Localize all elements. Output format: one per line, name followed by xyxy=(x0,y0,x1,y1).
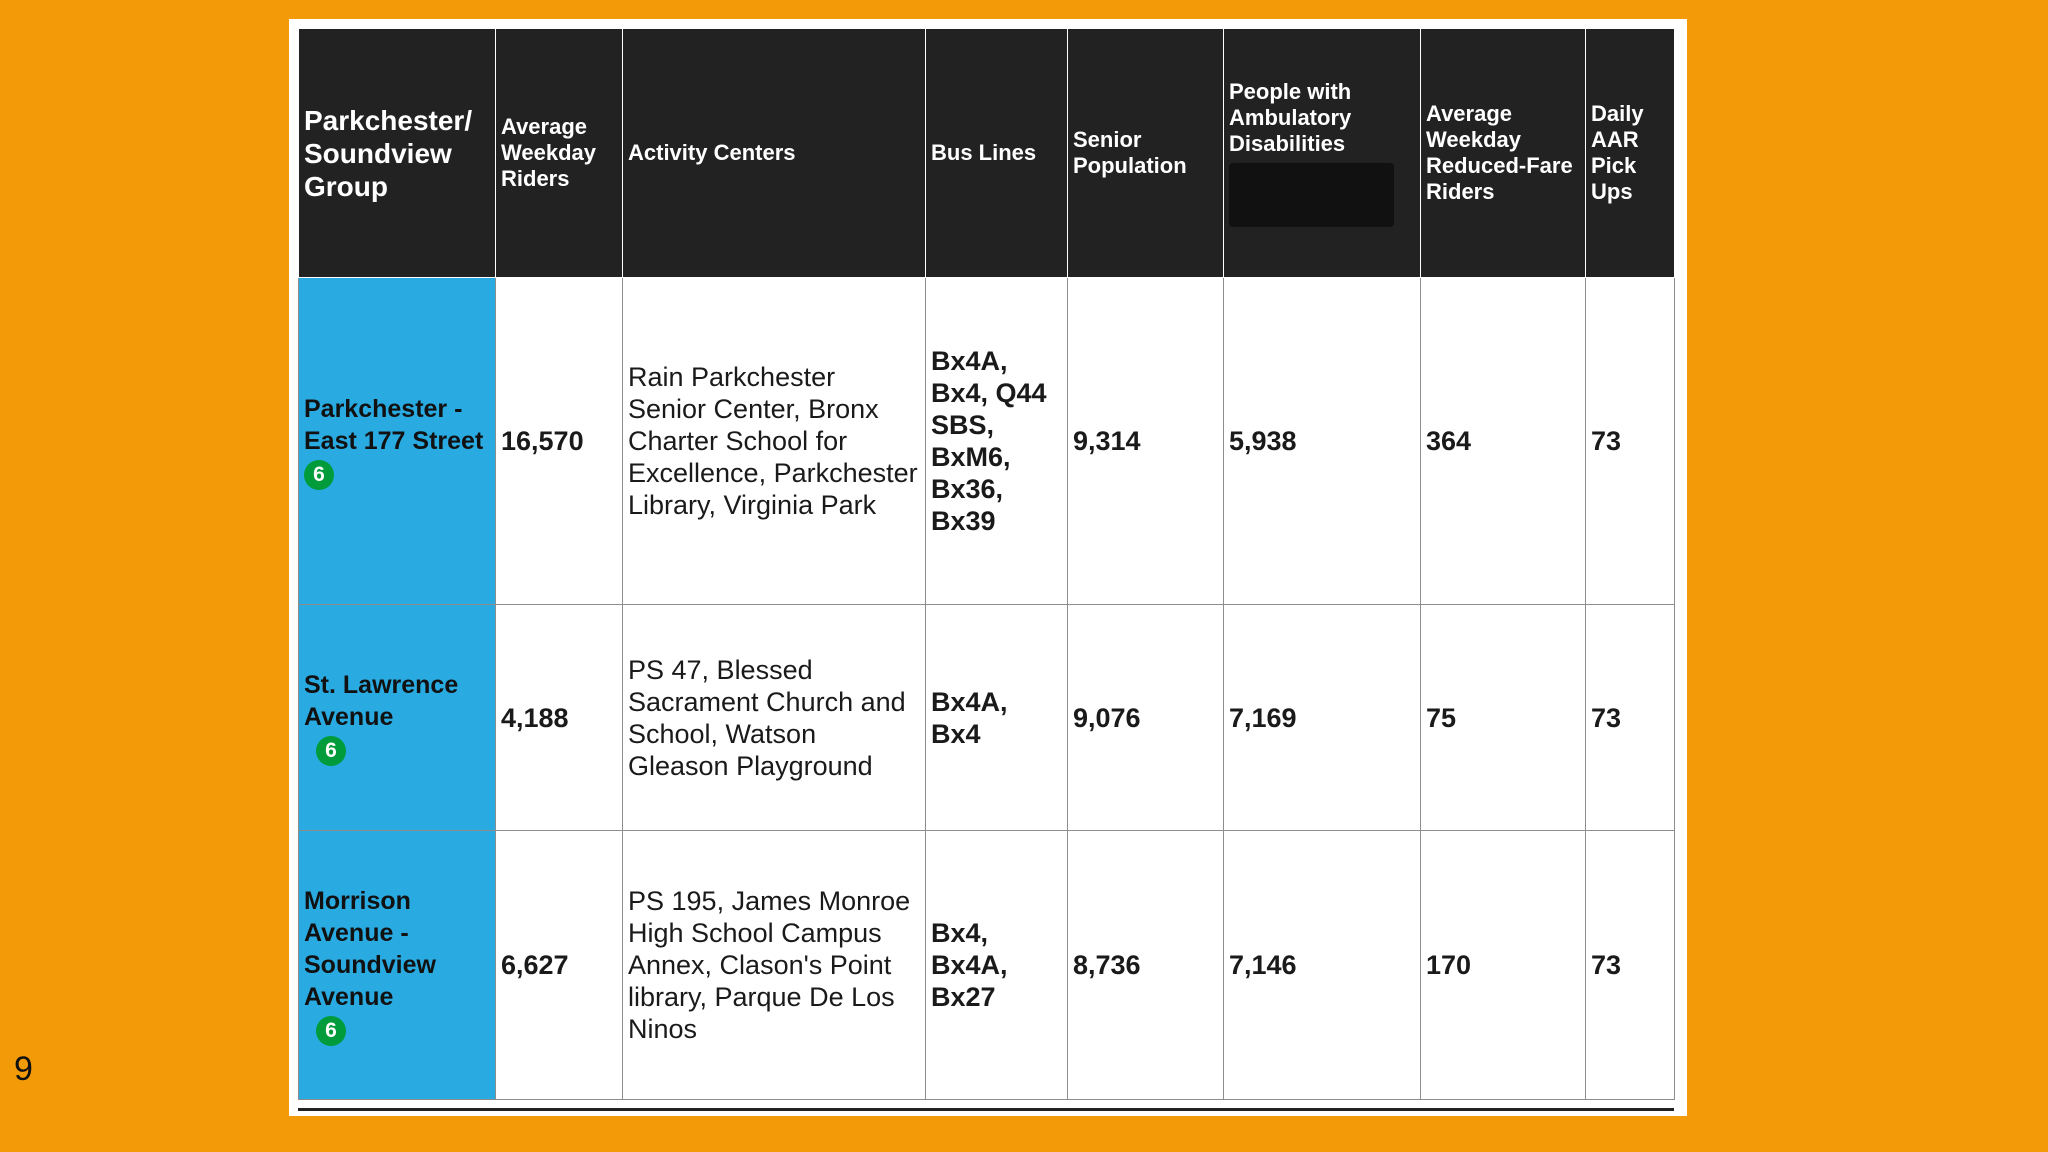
table-bottom-rule xyxy=(298,1108,1674,1111)
average-weekday-riders-cell: 6,627 xyxy=(495,830,623,1100)
activity-centers-cell: PS 195, James Monroe High School Campus … xyxy=(622,830,926,1100)
subway-6-route-icon: 6 xyxy=(316,1015,346,1046)
senior-population-cell: 8,736 xyxy=(1067,830,1224,1100)
daily-aar-pickups-cell: 73 xyxy=(1585,277,1675,605)
header-activity-centers: Activity Centers xyxy=(622,28,926,278)
station-ridership-table: Parkchester/ Soundview Group Average Wee… xyxy=(298,28,1675,1100)
header-reduced-fare-riders: Average Weekday Reduced-Fare Riders xyxy=(1420,28,1586,278)
bus-lines-cell: Bx4, Bx4A, Bx27 xyxy=(925,830,1068,1100)
reduced-fare-riders-cell: 364 xyxy=(1420,277,1586,605)
activity-centers-cell: PS 47, Blessed Sacrament Church and Scho… xyxy=(622,604,926,831)
reduced-fare-riders-cell: 75 xyxy=(1420,604,1586,831)
header-senior-population: Senior Population xyxy=(1067,28,1224,278)
table-row: Morrison Avenue - Soundview Avenue 6 6,6… xyxy=(298,830,1675,1100)
header-daily-aar-pickups: Daily AAR Pick Ups xyxy=(1585,28,1675,278)
table-row: St. Lawrence Avenue 6 4,188 PS 47, Bless… xyxy=(298,604,1675,831)
header-group: Parkchester/ Soundview Group xyxy=(298,28,496,278)
senior-population-cell: 9,314 xyxy=(1067,277,1224,605)
station-name: Morrison Avenue - Soundview Avenue xyxy=(304,886,436,1011)
header-ambulatory-disabilities: People with Ambulatory Disabilities xyxy=(1223,28,1421,278)
bus-lines-cell: Bx4A, Bx4 xyxy=(925,604,1068,831)
station-cell: Morrison Avenue - Soundview Avenue 6 xyxy=(298,830,496,1100)
header-ambulatory-label: People with Ambulatory Disabilities xyxy=(1229,79,1352,156)
ambulatory-disabilities-cell: 7,146 xyxy=(1223,830,1421,1100)
subway-6-route-icon: 6 xyxy=(304,459,334,490)
average-weekday-riders-cell: 16,570 xyxy=(495,277,623,605)
average-weekday-riders-cell: 4,188 xyxy=(495,604,623,831)
station-name: St. Lawrence Avenue xyxy=(304,671,459,731)
ambulatory-disabilities-cell: 7,169 xyxy=(1223,604,1421,831)
header-bus-lines: Bus Lines xyxy=(925,28,1068,278)
table-row: Parkchester - East 177 Street 6 16,570 R… xyxy=(298,277,1675,605)
station-cell: Parkchester - East 177 Street 6 xyxy=(298,277,496,605)
subway-6-route-icon: 6 xyxy=(316,736,346,766)
station-name: Parkchester - East 177 Street xyxy=(304,394,484,455)
activity-centers-cell: Rain Parkchester Senior Center, Bronx Ch… xyxy=(622,277,926,605)
ambulatory-disabilities-cell: 5,938 xyxy=(1223,277,1421,605)
senior-population-cell: 9,076 xyxy=(1067,604,1224,831)
station-cell: St. Lawrence Avenue 6 xyxy=(298,604,496,831)
daily-aar-pickups-cell: 73 xyxy=(1585,604,1675,831)
bus-lines-cell: Bx4A, Bx4, Q44 SBS, BxM6, Bx36, Bx39 xyxy=(925,277,1068,605)
daily-aar-pickups-cell: 73 xyxy=(1585,830,1675,1100)
reduced-fare-riders-cell: 170 xyxy=(1420,830,1586,1100)
header-average-weekday-riders: Average Weekday Riders xyxy=(495,28,623,278)
table-header-row: Parkchester/ Soundview Group Average Wee… xyxy=(298,28,1675,278)
slide-page-number: 9 xyxy=(14,1050,33,1088)
slide-card: Parkchester/ Soundview Group Average Wee… xyxy=(289,19,1687,1116)
redaction-block xyxy=(1229,163,1394,227)
